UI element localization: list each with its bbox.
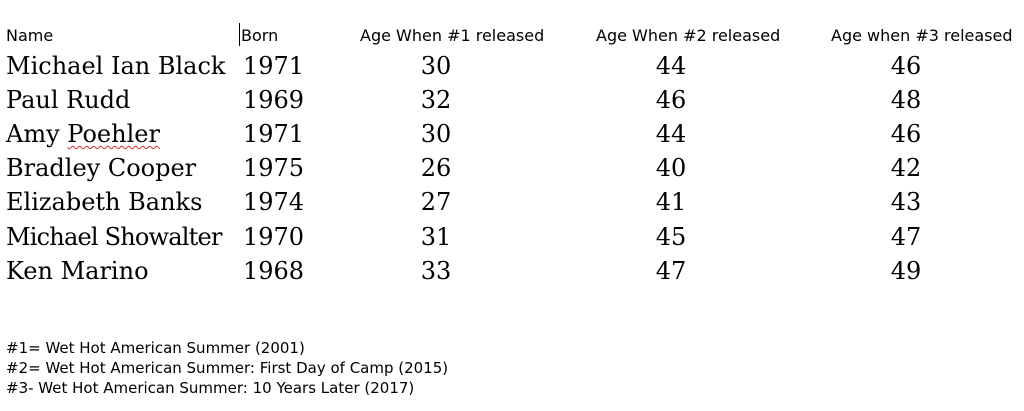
cell-age-3: 43: [890, 188, 922, 216]
cell-name: Bradley Cooper: [6, 154, 197, 182]
cell-born: 1974: [243, 188, 305, 216]
cell-age-2: 46: [655, 86, 687, 114]
cell-born: 1970: [243, 223, 305, 251]
cell-born: 1969: [243, 86, 305, 114]
cell-age-3: 42: [890, 154, 922, 182]
cell-name: Paul Rudd: [6, 86, 131, 114]
footnote-1: #1= Wet Hot American Summer (2001): [6, 339, 305, 357]
cell-age-1: 30: [420, 52, 452, 80]
table-row: Bradley Cooper 1975 26 40 42: [0, 152, 1024, 186]
cell-age-3: 48: [890, 86, 922, 114]
table-row: Ken Marino 1968 33 47 49: [0, 255, 1024, 289]
cell-age-1: 26: [420, 154, 452, 182]
cell-age-1: 27: [420, 188, 452, 216]
cell-name: Elizabeth Banks: [6, 188, 203, 216]
text-cursor: [239, 23, 240, 46]
cell-age-3: 46: [890, 120, 922, 148]
cell-name: Michael Ian Black: [6, 52, 226, 80]
cell-name: Ken Marino: [6, 257, 149, 285]
table-row: Elizabeth Banks 1974 27 41 43: [0, 186, 1024, 220]
cell-name-first: Amy: [6, 120, 60, 148]
table-row: Paul Rudd 1969 32 46 48: [0, 84, 1024, 118]
cell-age-2: 45: [655, 223, 687, 251]
table-row: Michael Ian Black 1971 30 44 46: [0, 50, 1024, 84]
header-age-2: Age When #2 released: [596, 26, 781, 45]
footnotes: #1= Wet Hot American Summer (2001) #2= W…: [6, 338, 448, 398]
cell-age-1: 31: [420, 223, 452, 251]
cell-age-1: 33: [420, 257, 452, 285]
table-row: Amy Poehler 1971 30 44 46: [0, 118, 1024, 152]
cell-age-2: 41: [655, 188, 687, 216]
cell-age-2: 44: [655, 120, 687, 148]
cell-born: 1968: [243, 257, 305, 285]
table-row: Michael Showalter 1970 31 45 47: [0, 221, 1024, 255]
header-born: Born: [241, 26, 279, 45]
cell-age-2: 47: [655, 257, 687, 285]
cell-name: Michael Showalter: [6, 223, 222, 251]
footnote-3: #3- Wet Hot American Summer: 10 Years La…: [6, 379, 415, 397]
cell-born: 1971: [243, 52, 305, 80]
misspelled-word[interactable]: Poehler: [67, 120, 160, 148]
cell-age-3: 49: [890, 257, 922, 285]
cell-age-3: 47: [890, 223, 922, 251]
cell-age-3: 46: [890, 52, 922, 80]
header-age-1: Age When #1 released: [360, 26, 545, 45]
cell-age-1: 32: [420, 86, 452, 114]
footnote-2: #2= Wet Hot American Summer: First Day o…: [6, 359, 449, 377]
cell-age-1: 30: [420, 120, 452, 148]
cell-born: 1971: [243, 120, 305, 148]
header-age-3: Age when #3 released: [831, 26, 1013, 45]
cell-age-2: 40: [655, 154, 687, 182]
cell-born: 1975: [243, 154, 305, 182]
header-name: Name: [6, 26, 54, 45]
cell-name: Amy Poehler: [6, 118, 160, 150]
cell-age-2: 44: [655, 52, 687, 80]
